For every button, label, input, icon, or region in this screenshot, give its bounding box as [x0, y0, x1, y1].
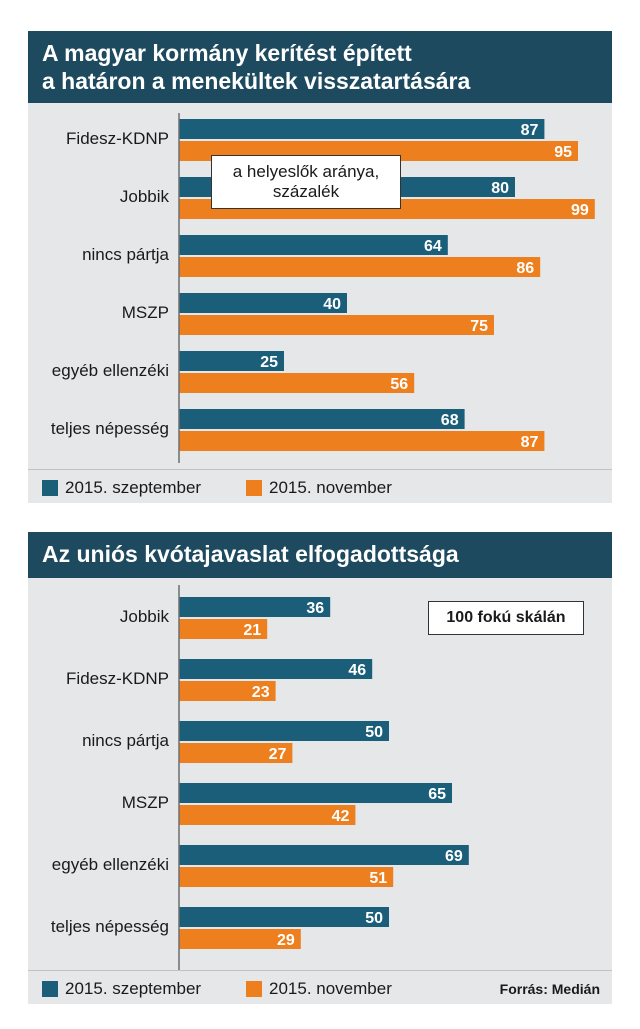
bar-september	[179, 119, 545, 139]
data-label: 75	[470, 318, 488, 335]
data-label: 36	[306, 600, 324, 617]
bar-november	[179, 805, 356, 825]
data-label: 42	[332, 808, 350, 825]
data-label: 69	[445, 848, 463, 865]
bar-september	[179, 845, 469, 865]
data-label: 21	[243, 622, 261, 639]
bar-november	[179, 743, 293, 763]
data-label: 65	[428, 786, 446, 803]
legend-item-november: 2015. november	[246, 478, 392, 498]
data-label: 56	[390, 376, 408, 393]
data-label: 40	[323, 296, 341, 313]
chart-panel-quota: Az uniós kvótajavaslat elfogadottsága Jo…	[28, 532, 612, 1004]
data-label: 87	[521, 434, 539, 451]
data-label: 87	[521, 122, 539, 139]
bar-november	[179, 315, 494, 335]
category-label: Jobbik	[120, 607, 170, 626]
category-label: MSZP	[122, 793, 169, 812]
chart-legend: 2015. szeptember 2015. november	[28, 469, 612, 504]
data-label: 46	[348, 662, 366, 679]
chart-annotation: 100 fokú skálán	[428, 601, 584, 635]
bar-november	[179, 431, 545, 451]
data-label: 80	[491, 180, 509, 197]
category-label: teljes népesség	[51, 917, 169, 936]
bar-november	[179, 929, 301, 949]
legend-swatch-november	[246, 981, 262, 997]
bar-september	[179, 409, 465, 429]
data-label: 64	[424, 238, 442, 255]
category-label: nincs pártja	[82, 731, 169, 750]
bar-september	[179, 659, 373, 679]
legend-label-september: 2015. szeptember	[65, 979, 202, 998]
legend-item-september: 2015. szeptember	[42, 979, 201, 999]
data-label: 29	[277, 932, 295, 949]
category-label: nincs pártja	[82, 245, 169, 264]
chart-panel-fence: A magyar kormány kerítést épített a hatá…	[28, 31, 612, 503]
category-label: egyéb ellenzéki	[52, 855, 169, 874]
data-label: 68	[441, 412, 459, 429]
category-label: Jobbik	[120, 187, 170, 206]
legend-swatch-november	[246, 480, 262, 496]
source-label: Forrás: Medián	[499, 981, 600, 997]
bar-september	[179, 783, 452, 803]
data-label: 51	[369, 870, 387, 887]
legend-item-november: 2015. november	[246, 979, 392, 999]
data-label: 86	[516, 260, 534, 277]
data-label: 25	[260, 354, 278, 371]
legend-swatch-september	[42, 981, 58, 997]
bar-september	[179, 235, 448, 255]
chart-annotation: a helyeslők aránya, százalék	[211, 155, 401, 209]
bar-november	[179, 867, 394, 887]
bar-chart-quota: Jobbik 36 21 Fidesz-KDNP 46 23 nincs pártja 50 2…	[51, 585, 469, 970]
data-label: 27	[269, 746, 287, 763]
category-label: egyéb ellenzéki	[52, 361, 169, 380]
category-label: teljes népesség	[51, 419, 169, 438]
bar-november	[179, 681, 276, 701]
data-label: 95	[554, 144, 572, 161]
legend-label-september: 2015. szeptember	[65, 478, 202, 497]
bar-september	[179, 721, 389, 741]
chart-title: Az uniós kvótajavaslat elfogadottsága	[28, 532, 612, 578]
bar-september	[179, 293, 347, 313]
category-label: Fidesz-KDNP	[66, 129, 169, 148]
legend-label-november: 2015. november	[269, 979, 392, 998]
data-label: 99	[571, 202, 589, 219]
legend-label-november: 2015. november	[269, 478, 392, 497]
legend-item-september: 2015. szeptember	[42, 478, 201, 498]
data-label: 50	[365, 724, 383, 741]
chart-legend: 2015. szeptember 2015. november Forrás: …	[28, 970, 612, 1005]
category-label: Fidesz-KDNP	[66, 669, 169, 688]
chart-title: A magyar kormány kerítést épített a hatá…	[28, 31, 612, 103]
category-label: MSZP	[122, 303, 169, 322]
data-label: 23	[252, 684, 270, 701]
bar-november	[179, 257, 541, 277]
data-label: 50	[365, 910, 383, 927]
bar-september	[179, 907, 389, 927]
bar-november	[179, 619, 268, 639]
bar-september	[179, 597, 331, 617]
bar-november	[179, 373, 415, 393]
bar-september	[179, 351, 284, 371]
legend-swatch-september	[42, 480, 58, 496]
